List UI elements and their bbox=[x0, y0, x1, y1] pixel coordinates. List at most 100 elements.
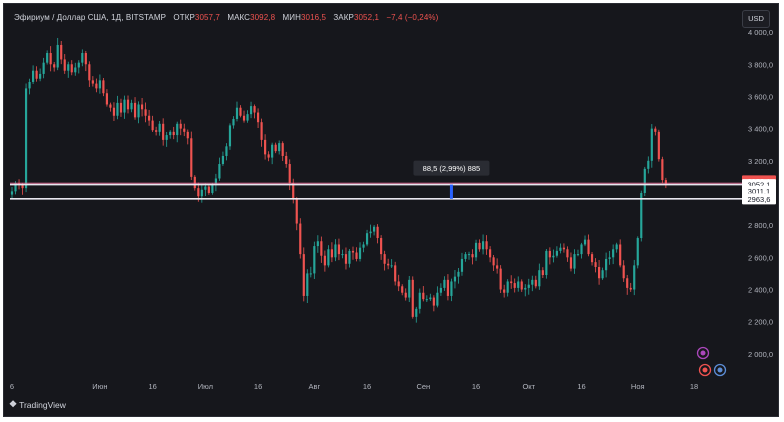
candle-body bbox=[200, 189, 203, 197]
x-tick-label: 16 bbox=[254, 382, 262, 391]
chart-panel[interactable]: Эфириум / Доллар США, 1Д, BITSTAMP ОТКР3… bbox=[3, 3, 779, 417]
candle-body bbox=[299, 223, 302, 255]
y-tick-label: 2 800,0 bbox=[748, 221, 773, 230]
y-tick-label: 2 600,0 bbox=[748, 253, 773, 262]
candle-body bbox=[158, 123, 161, 132]
candle-body bbox=[264, 139, 267, 155]
candle-body bbox=[453, 276, 457, 282]
candle-body bbox=[102, 80, 105, 94]
price-tag-lower: 2963,6 bbox=[748, 195, 771, 204]
low-value: 3016,5 bbox=[300, 13, 327, 22]
candle-body bbox=[148, 115, 151, 121]
candle-body bbox=[467, 254, 471, 256]
candle-body bbox=[408, 279, 411, 298]
candle-body bbox=[42, 62, 45, 74]
candle-body bbox=[369, 231, 372, 234]
candle-body bbox=[32, 70, 35, 82]
x-tick-label: Июл bbox=[198, 382, 213, 391]
candle-body bbox=[404, 292, 407, 298]
candle-body bbox=[429, 297, 432, 300]
candle-body bbox=[190, 138, 193, 177]
candle-body bbox=[460, 258, 464, 272]
candle-body bbox=[583, 239, 587, 245]
candle-body bbox=[53, 64, 56, 68]
candle-body bbox=[661, 159, 664, 181]
x-tick-label: 6 bbox=[10, 382, 14, 391]
price-tag-middle: 3011,1 bbox=[748, 187, 770, 196]
candle-body bbox=[140, 104, 144, 110]
candle-body bbox=[137, 104, 140, 118]
candle-body bbox=[605, 258, 608, 271]
candle-body bbox=[323, 255, 326, 266]
candle-body bbox=[513, 283, 516, 288]
candle-body bbox=[643, 168, 646, 193]
candle-body bbox=[590, 254, 594, 263]
candle-body bbox=[351, 250, 355, 253]
candle-body bbox=[84, 53, 87, 65]
candle-body bbox=[126, 99, 130, 110]
candle-body bbox=[249, 106, 253, 115]
y-tick-label: 3 200,0 bbox=[748, 157, 773, 166]
x-tick-label: Сен bbox=[416, 382, 430, 391]
candle-body bbox=[489, 249, 492, 258]
candle-body bbox=[362, 244, 365, 248]
candle-body bbox=[67, 64, 70, 71]
candle-body bbox=[169, 131, 172, 136]
candle-body bbox=[302, 254, 305, 296]
y-tick-label: 3 400,0 bbox=[748, 125, 773, 134]
candle-body bbox=[267, 154, 270, 158]
candle-body bbox=[341, 254, 344, 256]
candle-body bbox=[478, 242, 481, 250]
y-tick-label: 3 800,0 bbox=[748, 60, 773, 69]
candle-body bbox=[288, 164, 291, 184]
candle-body bbox=[499, 268, 502, 290]
candle-body bbox=[534, 279, 537, 287]
candle-body bbox=[256, 112, 260, 123]
candle-body bbox=[397, 281, 400, 287]
y-tick-label: 2 400,0 bbox=[748, 286, 773, 295]
candle-body bbox=[358, 247, 362, 259]
candle-body bbox=[81, 53, 84, 63]
candle-body bbox=[39, 73, 42, 79]
candle-body bbox=[601, 270, 604, 279]
candle-body bbox=[172, 131, 175, 136]
x-tick-label: Ноя bbox=[631, 382, 645, 391]
candle-body bbox=[186, 131, 189, 139]
candle-body bbox=[242, 115, 246, 121]
candle-body bbox=[411, 279, 414, 317]
candle-body bbox=[88, 64, 91, 81]
candle-body bbox=[612, 249, 615, 258]
measure-label: 88,5 (2,99%) 885 bbox=[423, 164, 481, 173]
candle-body bbox=[580, 244, 583, 255]
candle-body bbox=[204, 186, 207, 190]
candle-body bbox=[116, 102, 119, 116]
candle-body bbox=[538, 270, 541, 287]
candle-body bbox=[457, 271, 460, 277]
candle-body bbox=[183, 128, 186, 132]
candle-body bbox=[77, 62, 80, 68]
candle-body bbox=[640, 192, 643, 239]
candle-body bbox=[162, 123, 165, 140]
candle-body bbox=[443, 279, 446, 288]
candle-body bbox=[309, 273, 312, 275]
candle-body bbox=[28, 81, 31, 89]
candle-body bbox=[10, 191, 14, 195]
candle-body bbox=[559, 247, 562, 251]
tradingview-logo[interactable]: ❖ TradingView bbox=[9, 399, 66, 410]
candle-body bbox=[165, 135, 168, 140]
y-tick-label: 2 200,0 bbox=[748, 318, 773, 327]
high-label: МАКС bbox=[227, 13, 251, 22]
candle-body bbox=[344, 254, 348, 264]
low-label: МИН bbox=[282, 13, 301, 22]
candle-body bbox=[151, 120, 154, 131]
candle-body bbox=[365, 233, 369, 245]
price-chart[interactable]: 4 000,0 3 800,0 3 600,0 3 400,0 3 200,0 2 800… bbox=[4, 4, 778, 416]
candle-body bbox=[109, 104, 112, 108]
candle-body bbox=[597, 266, 601, 279]
currency-button[interactable]: USD bbox=[742, 10, 770, 28]
candle-body bbox=[439, 287, 442, 293]
candle-body bbox=[105, 93, 109, 105]
candle-body bbox=[295, 199, 298, 224]
x-tick-label: 16 bbox=[577, 382, 585, 391]
candle-body bbox=[235, 107, 239, 119]
